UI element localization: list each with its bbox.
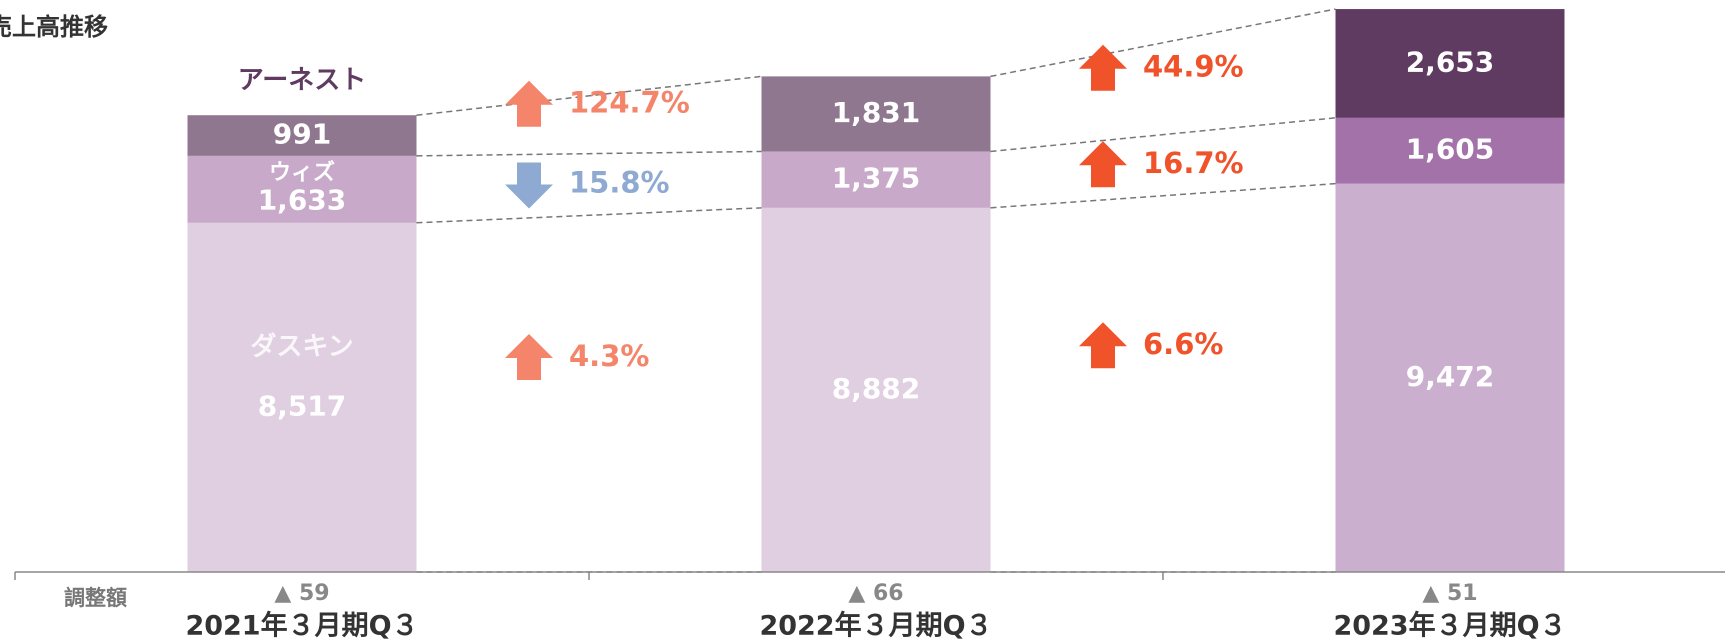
adjustment-label: 調整額 [64,586,127,610]
growth-arrow [1079,322,1127,369]
value-label: 8,517 [258,389,347,422]
value-label: 1,605 [1406,133,1495,166]
chart-title: 売上高推移 [0,13,108,41]
growth-arrow [505,80,553,127]
x-tick-label: 2021年３月期Q３ [185,610,418,642]
bar-segment [761,151,991,208]
adjustment-value: ▲ 51 [1422,581,1477,606]
connector [990,8,1336,78]
x-tick-label: 2023年３月期Q３ [1333,610,1566,642]
growth-arrow [1079,141,1127,188]
growth-label: 6.6% [1143,327,1223,361]
series-label: ダスキン [250,331,353,362]
connector [416,150,762,157]
value-label: 8,882 [832,372,921,405]
bar-segment [761,76,991,152]
bar-segment [1335,117,1565,184]
x-tick-label: 2022年３月期Q３ [759,610,992,642]
growth-arrow [505,333,553,380]
adjustment-value: ▲ 66 [848,581,903,606]
growth-arrow [1079,44,1127,91]
bar-segment [1335,183,1565,572]
adjustment-value: ▲ 59 [274,581,329,606]
bar-segment [761,207,991,572]
value-label: 1,633 [258,183,347,216]
series-label: アーネスト [238,66,366,96]
connector [990,117,1336,153]
growth-arrow [505,162,553,209]
value-label: 1,375 [832,162,921,195]
value-label: 2,653 [1406,45,1495,78]
bar-segment [187,222,417,573]
value-label: 1,831 [832,96,921,129]
growth-label: 16.7% [1143,146,1244,180]
value-label: 9,472 [1406,360,1495,393]
growth-label: 124.7% [569,86,690,120]
value-label: 991 [273,118,331,151]
growth-label: 4.3% [569,339,649,373]
growth-label: 44.9% [1143,50,1244,84]
connector [416,75,762,116]
connector [990,182,1336,209]
bar-segment [187,115,417,156]
bar-segment [187,155,417,223]
series-label: ウィズ [269,159,335,185]
growth-label: 15.8% [569,165,670,199]
bar-segment [1335,9,1565,118]
connector [416,207,762,224]
